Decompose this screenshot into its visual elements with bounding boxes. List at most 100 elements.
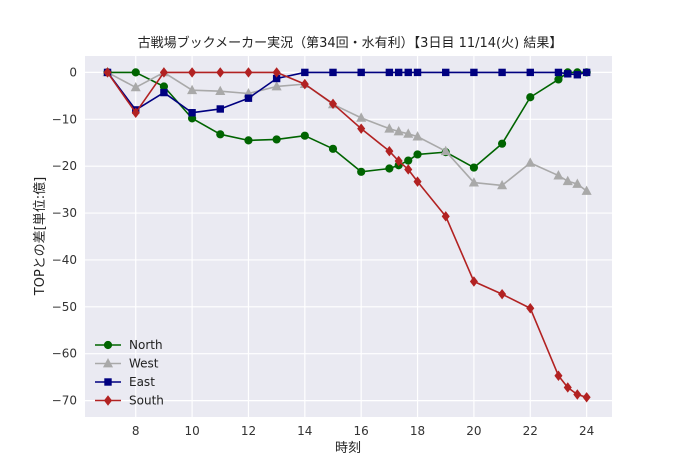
- data-point-west: [393, 126, 404, 136]
- data-point-north: [300, 131, 309, 140]
- data-point-south: [469, 276, 478, 287]
- data-point-west: [356, 112, 367, 122]
- data-point-west: [468, 177, 479, 187]
- data-point-south: [563, 382, 572, 393]
- x-tick-label: 24: [579, 424, 594, 438]
- legend-marker-west: [102, 358, 114, 368]
- data-point-north: [131, 68, 140, 77]
- x-tick-label: 8: [132, 424, 140, 438]
- data-point-south: [526, 303, 535, 314]
- data-point-east: [244, 94, 253, 102]
- x-tick-label: 16: [354, 424, 369, 438]
- data-point-west: [384, 123, 395, 133]
- data-point-east: [404, 68, 412, 77]
- data-point-west: [553, 170, 564, 180]
- legend-marker-north: [103, 340, 113, 350]
- data-point-east: [385, 68, 394, 77]
- x-tick-label: 20: [466, 424, 481, 438]
- data-point-south: [573, 389, 582, 400]
- legend-item-north: North: [95, 338, 163, 352]
- data-point-west: [440, 145, 451, 156]
- data-point-north: [328, 144, 338, 153]
- data-point-south: [328, 98, 338, 110]
- x-tick-label: 12: [241, 424, 256, 438]
- data-point-south: [413, 176, 422, 187]
- data-point-south: [404, 164, 413, 175]
- series-group: [102, 66, 592, 403]
- data-point-west: [497, 179, 508, 190]
- data-point-south: [394, 155, 403, 167]
- data-point-north: [272, 135, 281, 144]
- data-point-south: [554, 370, 563, 381]
- data-point-south: [498, 288, 507, 300]
- data-point-south: [103, 67, 112, 78]
- data-point-east: [188, 109, 196, 117]
- legend: North West East South: [95, 338, 164, 408]
- data-point-east: [301, 68, 309, 77]
- y-tick-label: −20: [52, 159, 77, 173]
- data-point-west: [412, 131, 423, 141]
- y-tick-label: −70: [52, 394, 77, 408]
- legend-item-south: South: [95, 394, 164, 408]
- data-point-south: [216, 67, 225, 78]
- data-point-west: [130, 81, 141, 92]
- data-point-north: [216, 130, 225, 139]
- legend-label-south: South: [129, 394, 164, 408]
- data-point-south: [272, 67, 281, 78]
- data-point-north: [357, 167, 366, 176]
- legend-label-west: West: [129, 357, 159, 371]
- data-point-east: [394, 68, 403, 77]
- data-point-east: [554, 68, 563, 77]
- data-point-west: [572, 178, 583, 188]
- data-point-north: [385, 164, 394, 173]
- data-point-north: [526, 93, 535, 102]
- data-point-west: [215, 85, 226, 96]
- series-line-south: [106, 71, 587, 399]
- data-point-east: [357, 68, 365, 77]
- chart-title: 古戦場ブックメーカー実況（第34回・水有利）【3日目 11/14(火) 結果】: [138, 35, 563, 51]
- y-tick-label: −50: [52, 300, 77, 314]
- data-point-north: [413, 150, 422, 159]
- data-point-east: [470, 68, 478, 77]
- data-point-east: [413, 68, 422, 77]
- data-point-east: [526, 68, 534, 77]
- data-point-north: [469, 163, 479, 172]
- data-point-west: [271, 81, 282, 91]
- series-west: [102, 66, 592, 195]
- data-point-south: [188, 67, 197, 78]
- data-point-west: [403, 128, 414, 138]
- x-tick-labels: 8 10 12 14 16 18 20 22 24: [132, 424, 594, 438]
- data-point-north: [554, 75, 563, 84]
- data-point-north: [244, 136, 253, 145]
- data-point-west: [525, 157, 536, 167]
- y-tick-label: −40: [52, 253, 77, 267]
- x-tick-label: 10: [184, 424, 199, 438]
- y-axis-label: TOPとの差[単位:億]: [32, 177, 48, 296]
- legend-label-north: North: [129, 338, 163, 352]
- data-point-east: [160, 88, 168, 97]
- data-point-east: [573, 71, 582, 79]
- series-east: [103, 68, 591, 117]
- data-point-south: [441, 211, 450, 222]
- y-tick-label: −10: [52, 112, 77, 126]
- data-point-east: [216, 105, 224, 113]
- y-tick-label: −30: [52, 206, 77, 220]
- legend-marker-east: [104, 378, 112, 386]
- data-point-south: [357, 123, 366, 134]
- data-point-south: [300, 78, 309, 90]
- data-point-west: [581, 185, 592, 195]
- data-point-south: [159, 67, 168, 78]
- series-south: [103, 67, 591, 403]
- legend-item-east: East: [95, 375, 155, 389]
- y-tick-label: −60: [52, 347, 77, 361]
- y-tick-labels: 0 −10 −20 −30 −40 −50 −60 −70: [52, 65, 77, 407]
- legend-label-east: East: [129, 375, 155, 389]
- legend-item-west: West: [95, 357, 159, 371]
- data-point-south: [385, 145, 394, 157]
- x-tick-label: 18: [410, 424, 425, 438]
- data-point-south: [244, 67, 253, 78]
- series-line-east: [106, 71, 587, 114]
- grid: [85, 56, 612, 417]
- data-point-east: [498, 68, 506, 77]
